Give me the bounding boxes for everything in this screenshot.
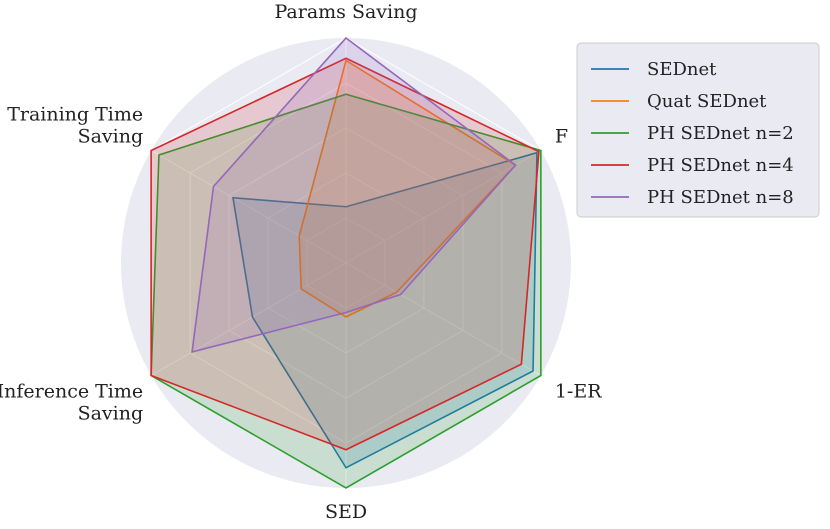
axis-label-line: F <box>555 126 568 148</box>
axis-label-line: Params Saving <box>274 1 417 23</box>
series-ph-sednet-n-4 <box>150 57 540 451</box>
axis-label-3: 1-ER <box>555 381 602 403</box>
grid-spoke-5 <box>150 262 347 376</box>
axis-label-line: Training Time <box>7 104 143 126</box>
axis-label-6: Training Time Saving <box>7 104 143 148</box>
axis-label-4: SED <box>325 501 367 523</box>
series-sednet <box>232 151 538 469</box>
axis-label-line: 1-ER <box>555 381 602 403</box>
series-area-ph-sednet-n-2 <box>151 94 541 488</box>
legend-label-quat-sednet: Quat SEDnet <box>647 91 767 112</box>
axis-label-line: Saving <box>78 126 144 148</box>
legend-label-ph-sednet-n-4: PH SEDnet n=4 <box>647 155 794 176</box>
series-area-quat-sednet <box>299 60 516 317</box>
series-area-sednet <box>232 152 537 468</box>
axis-label-5: Inference Time Saving <box>0 381 143 425</box>
axis-label-line: SED <box>325 501 367 523</box>
legend-label-ph-sednet-n-8: PH SEDnet n=8 <box>647 187 794 208</box>
series-ph-sednet-n-8 <box>191 36 517 353</box>
grid-spoke-6 <box>150 150 347 264</box>
legend: SEDnet Quat SEDnet PH SEDnet n=2 PH SEDnet … <box>576 42 820 218</box>
radar-series <box>150 36 542 489</box>
axis-label-line: Saving <box>78 403 144 425</box>
series-area-ph-sednet-n-8 <box>192 38 516 352</box>
grid-spoke-2 <box>345 150 542 264</box>
grid-spoke-3 <box>345 262 542 376</box>
axis-label-2: F <box>555 126 568 148</box>
axis-label-line: Inference Time <box>0 381 143 403</box>
series-area-ph-sednet-n-4 <box>151 58 539 450</box>
legend-box <box>576 42 820 218</box>
legend-label-ph-sednet-n-2: PH SEDnet n=2 <box>647 123 794 144</box>
legend-label-sednet: SEDnet <box>647 59 717 80</box>
axis-label-1: Params Saving <box>274 1 417 23</box>
